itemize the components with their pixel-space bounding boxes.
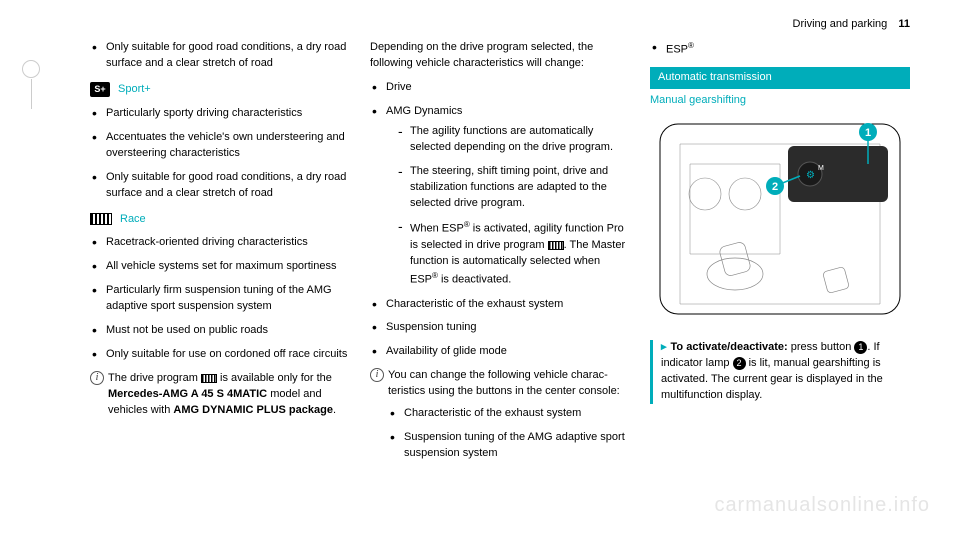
info-intro: You can change the following vehicle cha… [388, 369, 620, 397]
column-1: Only suitable for good road conditions, … [90, 40, 350, 478]
list-item: Only suitable for use on cordoned off ra… [90, 347, 350, 363]
section-title: Driving and parking [793, 18, 888, 30]
sub-item: The agility functions are automatically … [386, 124, 630, 156]
list-item: Characteristic of the exhaust system [370, 297, 630, 313]
race-list: Racetrack-oriented driving characteristi… [90, 235, 350, 363]
page-number: 11 [898, 18, 910, 30]
list-item: Particularly firm suspension tuning of t… [90, 283, 350, 315]
list-item: Only suitable for good road conditions, … [90, 40, 350, 72]
info-text-part: The drive program [108, 372, 201, 384]
svg-text:M: M [818, 165, 824, 172]
info-package: AMG DYNAMIC PLUS package [173, 404, 333, 416]
race-label: Race [120, 212, 146, 228]
info-icon: i [370, 368, 384, 382]
action-instruction: ▸To activate/deactivate: press button 1.… [650, 340, 910, 404]
race-flag-icon [90, 213, 112, 225]
reg-mark: ® [688, 41, 694, 50]
watermark: carmanualsonline.info [714, 494, 930, 517]
sub-item: When ESP® is activated, agility function… [386, 219, 630, 288]
info-text: The drive program is available only for … [108, 371, 350, 419]
info-text-part: is available only for the [217, 372, 332, 384]
subsection-heading: Manual gearshifting [650, 93, 910, 109]
action-arrow-icon: ▸ [661, 341, 667, 353]
column-3: ESP® Automatic transmission Manual gears… [650, 40, 910, 478]
sub-item: The steering, shift timing point, drive … [386, 164, 630, 212]
callout-ref-1: 1 [854, 341, 867, 354]
mode-race: Race [90, 212, 350, 228]
sportplus-badge: S+ [90, 82, 110, 97]
list-item: Characteristic of the exhaust system [388, 406, 630, 422]
list-item: Suspension tuning [370, 320, 630, 336]
info-text-part: . [333, 404, 336, 416]
list-item: ESP® [650, 40, 910, 59]
info-note-2: i You can change the following vehicle c… [370, 368, 630, 470]
list-item: AMG Dynamics The agility functions are a… [370, 104, 630, 289]
svg-text:⚙: ⚙ [806, 170, 815, 181]
list-item: Drive [370, 80, 630, 96]
race-flag-icon-inline [201, 374, 217, 383]
text-part: press button [788, 341, 855, 353]
list-item: Racetrack-oriented driving characteristi… [90, 235, 350, 251]
col2-intro: Depending on the drive program selected,… [370, 40, 630, 72]
info-text: You can change the following vehicle cha… [388, 368, 630, 470]
list-item: Particularly sporty driving characterist… [90, 106, 350, 122]
page-body: Only suitable for good road conditions, … [0, 0, 960, 498]
list-item-label: AMG Dynamics [386, 105, 462, 117]
gearshift-diagram: ⚙ M 1 2 [650, 114, 910, 324]
list-item: All vehicle systems set for maximum spor… [90, 259, 350, 275]
action-label: To activate/deactivate: [671, 341, 788, 353]
text-part: is deactivated. [438, 274, 511, 286]
list-item: Suspension tuning of the AMG adaptive sp… [388, 430, 630, 462]
sportplus-list: Particularly sporty driving characterist… [90, 106, 350, 202]
info-note: i The drive program is available only fo… [90, 371, 350, 419]
svg-text:1: 1 [865, 127, 871, 139]
callout-ref-2: 2 [733, 357, 746, 370]
list-item: Accentuates the vehicle's own understeer… [90, 130, 350, 162]
section-heading: Automatic transmission [650, 67, 910, 89]
info-icon: i [90, 371, 104, 385]
list-item: Must not be used on public roads [90, 323, 350, 339]
info-model: Mercedes-AMG A 45 S 4MATIC [108, 388, 267, 400]
list-item: Only suitable for good road conditions, … [90, 170, 350, 202]
info-sublist: Characteristic of the exhaust system Sus… [388, 406, 630, 462]
svg-text:2: 2 [772, 181, 778, 193]
sub-list: The agility functions are automatically … [386, 124, 630, 289]
list-item: Availability of glide mode [370, 344, 630, 360]
page-header: Driving and parking 11 [793, 18, 910, 30]
intro-list: Only suitable for good road conditions, … [90, 40, 350, 72]
col3-top-list: ESP® [650, 40, 910, 59]
text-part: When ESP [410, 223, 464, 235]
mode-sportplus: S+ Sport+ [90, 82, 350, 98]
margin-decoration [22, 60, 40, 78]
col2-list: Drive AMG Dynamics The agility functions… [370, 80, 630, 360]
sportplus-label: Sport+ [118, 82, 151, 98]
column-2: Depending on the drive program selected,… [370, 40, 630, 478]
race-flag-icon-inline [548, 241, 564, 250]
esp-label: ESP [666, 44, 688, 56]
